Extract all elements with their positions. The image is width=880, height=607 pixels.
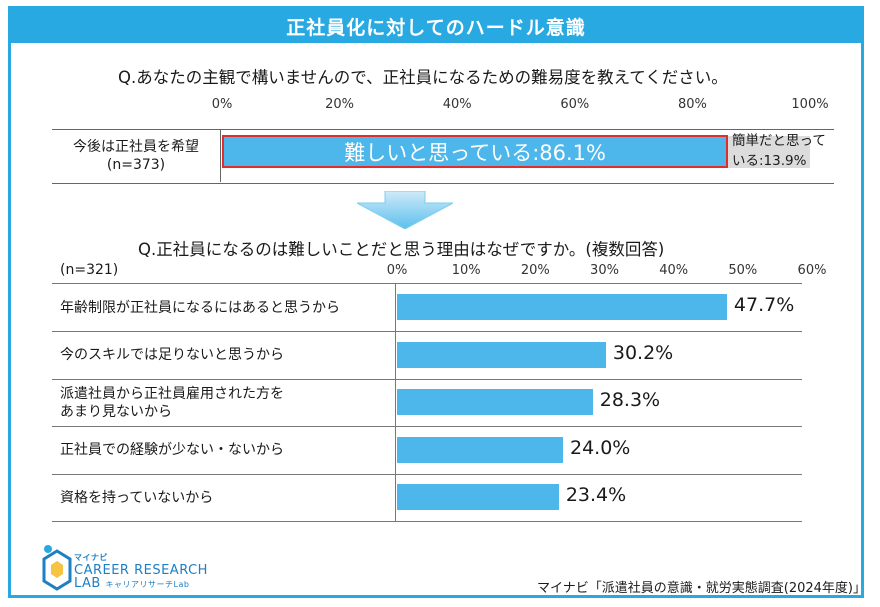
logo-line1: CAREER RESEARCH	[74, 563, 208, 578]
bar	[397, 341, 606, 368]
top-axis-tick: 40%	[442, 97, 472, 112]
logo-brand: マイナビ	[74, 553, 108, 562]
bar	[397, 484, 559, 510]
question-2: Q.正社員になるのは難しいことだと思う理由はなぜですか。(複数回答)	[138, 240, 665, 259]
category-label: 派遣社員から正社員雇用された方を あまり見ないから	[60, 379, 390, 426]
category-label-line: 正社員での経験が少ない・ないから	[60, 442, 284, 458]
bar	[397, 436, 563, 463]
logo-lab: LAB	[74, 576, 101, 591]
logo-sub: キャリアリサーチLab	[105, 580, 190, 589]
bottom-axis-tick: 50%	[728, 263, 758, 278]
category-label-line: 派遣社員から正社員雇用された方を	[60, 385, 284, 402]
bar-difficult: 難しいと思っている:86.1%	[222, 135, 729, 168]
source-note: マイナビ「派遣社員の意識・就労実態調査(2024年度)」	[537, 581, 866, 596]
top-row-label: 今後は正社員を希望 (n=373)	[52, 129, 221, 182]
bar-easy-label: 簡単だと思って いる:13.9%	[732, 131, 826, 171]
category-label: 正社員での経験が少ない・ないから	[60, 427, 390, 474]
category-label: 今のスキルでは足りないと思うから	[60, 332, 390, 379]
chart-row: 派遣社員から正社員雇用された方を あまり見ないから 28.3%	[52, 379, 802, 427]
top-axis-tick: 100%	[791, 97, 829, 112]
n-label: (n=321)	[60, 262, 119, 278]
question-1: Q.あなたの主観で構いませんので、正社員になるための難易度を教えてください。	[118, 68, 728, 87]
top-axis-tick: 60%	[560, 97, 590, 112]
top-axis-tick: 0%	[211, 97, 233, 112]
bar	[397, 389, 593, 415]
bottom-axis-tick: 40%	[659, 263, 689, 278]
category-label-line: 年齢制限が正社員になるにはあると思うから	[60, 299, 340, 316]
data-label: 28.3%	[599, 389, 661, 411]
bottom-axis-tick: 60%	[797, 263, 827, 278]
row-separator	[395, 331, 396, 379]
down-arrow-icon	[357, 191, 453, 229]
chart-row: 年齢制限が正社員になるにはあると思うから 47.7%	[52, 284, 802, 332]
bar	[397, 294, 727, 320]
bar-easy-label-line2: いる:13.9%	[732, 153, 807, 169]
data-label: 23.4%	[565, 484, 627, 506]
logo-text: マイナビ CAREER RESEARCH LAB キャリアリサーチLab	[74, 551, 208, 591]
bar-easy	[728, 136, 810, 168]
bar-easy-label-line1: 簡単だと思って	[732, 133, 826, 149]
data-label: 30.2%	[612, 341, 674, 364]
page-title: 正社員化に対してのハードル意識	[11, 9, 861, 43]
chart-row: 正社員での経験が少ない・ないから 24.0%	[52, 426, 802, 475]
row-separator	[395, 379, 396, 426]
career-research-lab-logo-icon	[42, 545, 72, 591]
row-separator	[395, 284, 396, 331]
row-separator	[395, 474, 396, 521]
category-label-line: 今のスキルでは足りないと思うから	[60, 347, 284, 363]
data-label: 24.0%	[570, 436, 631, 459]
bottom-axis-tick: 10%	[451, 263, 481, 278]
data-label: 47.7%	[733, 294, 795, 316]
category-label: 資格を持っていないから	[60, 474, 390, 521]
bottom-axis-tick: 0%	[386, 263, 408, 278]
chart-top-border	[52, 283, 802, 284]
category-label-line: あまり見ないから	[60, 403, 172, 420]
logo-line2: LAB キャリアリサーチLab	[74, 577, 208, 591]
top-axis-tick: 20%	[325, 97, 355, 112]
top-axis-tick: 80%	[677, 97, 707, 112]
bottom-axis-tick: 20%	[520, 263, 550, 278]
top-row-label-text: 今後は正社員を希望	[73, 138, 199, 155]
chart-row: 資格を持っていないから 23.4%	[52, 474, 802, 522]
category-label-line: 資格を持っていないから	[60, 489, 214, 506]
bottom-axis-tick: 30%	[590, 263, 619, 278]
top-chart-box	[52, 129, 834, 184]
top-row-n: (n=373)	[106, 156, 166, 173]
bar-difficult-label: 難しいと思っている:86.1%	[344, 140, 606, 165]
category-label: 年齢制限が正社員になるにはあると思うから	[60, 284, 390, 331]
row-separator	[395, 426, 396, 474]
chart-row: 今のスキルでは足りないと思うから 30.2%	[52, 331, 802, 380]
